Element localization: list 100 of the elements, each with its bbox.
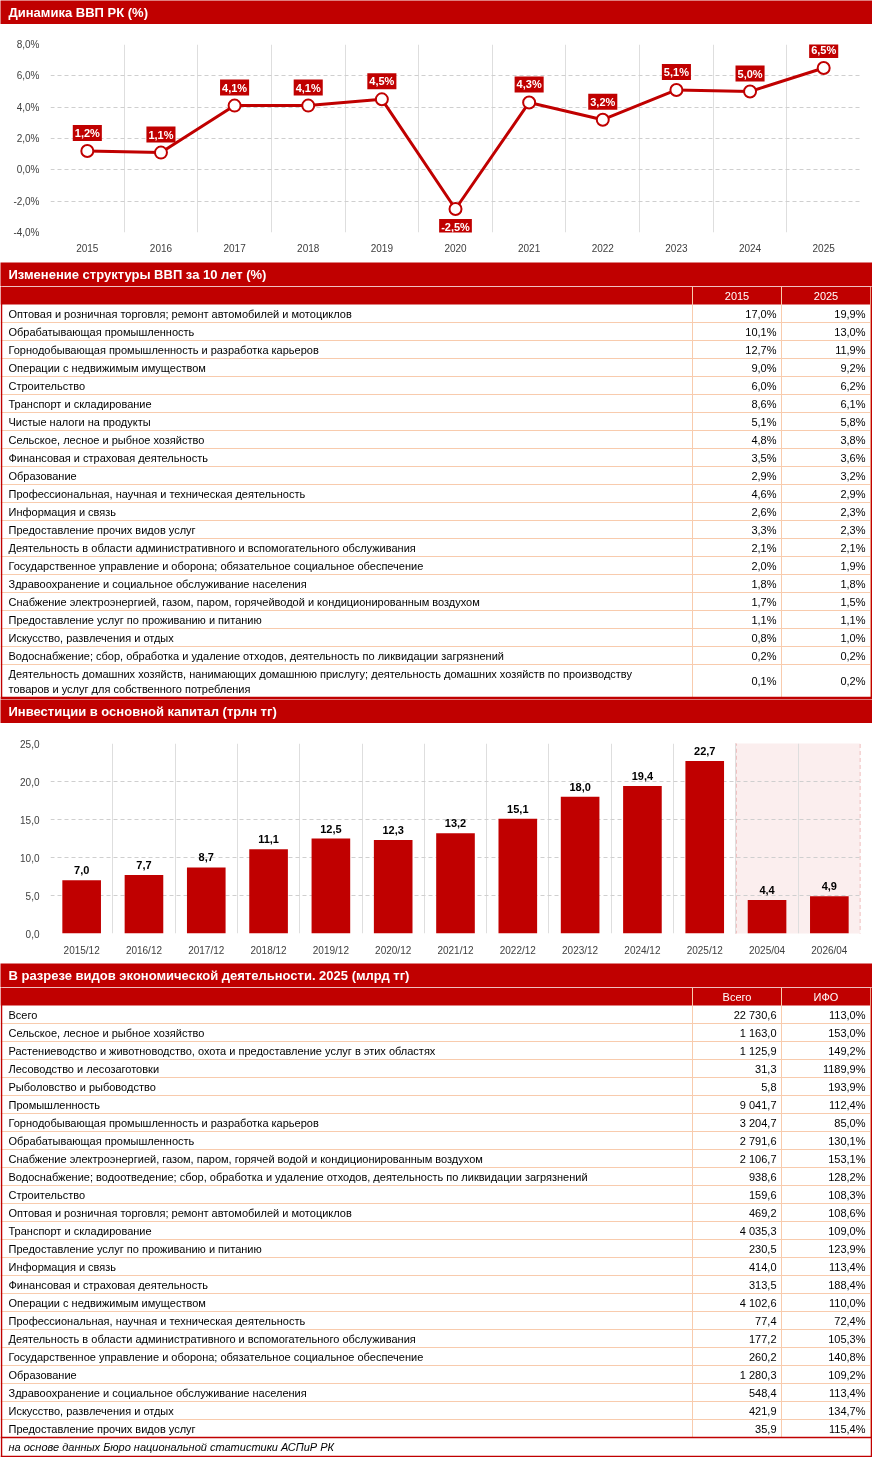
category-label: Образование xyxy=(8,1368,77,1381)
data-label: 421,9 xyxy=(748,1404,777,1417)
category-label: Деятельность домашних хозяйств, нанимающих домашнюю прислугу; деятельность домашних хозяйств по производству товаров и услуг для собственного потребления xyxy=(8,667,633,695)
category-label: Промышленность xyxy=(8,1098,101,1111)
category-label: Сельское, лесное и рыбное хозяйство xyxy=(8,1026,205,1039)
x-tick-label: 2018 xyxy=(297,242,320,254)
data-label: 7,7 xyxy=(136,858,152,871)
point xyxy=(153,145,168,160)
category-label: Обрабатывающая промышленность xyxy=(8,1134,195,1147)
data-label: 113,0% xyxy=(829,1008,866,1021)
data-label: 4 035,3 xyxy=(739,1224,777,1237)
x-tick-label: 2016 xyxy=(149,242,173,254)
data-label: 1,1% xyxy=(751,613,777,626)
bar xyxy=(249,849,288,934)
data-label: 6,2% xyxy=(840,379,866,392)
data-label: 109,0% xyxy=(828,1224,866,1237)
data-label: 128,2% xyxy=(828,1170,866,1183)
data-label: 6,0% xyxy=(751,379,777,392)
bar xyxy=(560,796,600,934)
data-label: 2 106,7 xyxy=(739,1152,777,1165)
y-tick-label: 8,0% xyxy=(16,39,40,50)
data-label: 193,9% xyxy=(828,1080,866,1093)
data-label: 260,2 xyxy=(748,1350,777,1363)
data-label: 9,2% xyxy=(840,361,866,374)
data-label: 10,1% xyxy=(745,325,777,338)
x-tick-label: 2019/12 xyxy=(312,944,350,956)
data-label: 8,7 xyxy=(198,851,214,864)
y-tick-label: 0,0% xyxy=(16,164,40,176)
category-label: Предоставление прочих видов услуг xyxy=(8,1422,196,1435)
data-label: 0,2% xyxy=(840,675,866,687)
x-tick-label: 2026/04 xyxy=(811,944,848,956)
data-label: 938,6 xyxy=(748,1170,777,1183)
data-label: 159,6 xyxy=(748,1188,777,1201)
data-label: 17,0% xyxy=(745,307,777,320)
chart-title: Инвестиции в основной капитал (трлн тг) xyxy=(8,704,277,719)
data-label: 4,9 xyxy=(821,880,837,893)
category-label: Всего xyxy=(8,1008,38,1021)
data-label: 11,1 xyxy=(258,833,279,846)
category-label: Здравоохранение и социальное обслуживание населения xyxy=(8,1386,307,1399)
data-label: 4,4 xyxy=(759,884,776,897)
data-label: 5,1% xyxy=(751,415,777,428)
data-label: 12,5 xyxy=(320,822,342,835)
data-label: 108,3% xyxy=(828,1188,866,1201)
bar xyxy=(62,880,101,934)
data-label: 3,6% xyxy=(840,451,866,464)
bar xyxy=(685,760,725,934)
point xyxy=(80,144,95,159)
data-label: 108,6% xyxy=(828,1206,866,1219)
category-label: Сельское, лесное и рыбное хозяйство xyxy=(8,433,205,446)
data-label: 1,1% xyxy=(840,613,866,626)
data-label: 1,0% xyxy=(840,631,866,644)
chart-title: Динамика ВВП РК (%) xyxy=(8,5,148,20)
data-label: 4,1% xyxy=(222,81,248,94)
data-label: 0,2% xyxy=(840,649,866,662)
data-label: 105,3% xyxy=(828,1332,866,1345)
bar xyxy=(373,840,413,934)
data-label: 1,7% xyxy=(751,595,777,608)
data-label: -2,5% xyxy=(441,221,471,233)
point xyxy=(522,95,537,110)
x-tick-label: 2022/12 xyxy=(499,944,537,956)
category-label: Операции с недвижимым имуществом xyxy=(8,361,206,374)
category-label: Информация и связь xyxy=(8,505,117,518)
x-tick-label: 2021/12 xyxy=(437,944,475,956)
category-label: Рыболовство и рыбоводство xyxy=(8,1080,156,1093)
data-label: 11,9% xyxy=(835,343,866,356)
point xyxy=(301,98,316,113)
category-label: Снабжение электроэнергией, газом, паром, горячей водой и кондиционированным воздухом xyxy=(8,1152,483,1165)
x-tick-label: 2019 xyxy=(370,242,394,254)
data-label: 3,3% xyxy=(751,523,777,536)
point xyxy=(448,202,463,216)
y-tick-label: 6,0% xyxy=(16,70,40,82)
data-label: 2,6% xyxy=(751,505,777,518)
x-tick-label: 2020 xyxy=(444,242,468,254)
data-label: 6,1% xyxy=(840,397,866,410)
x-tick-label: 2015/12 xyxy=(63,944,101,956)
x-tick-label: 2023 xyxy=(665,242,688,254)
y-tick-label: 10,0 xyxy=(20,852,40,864)
x-tick-label: 2017/12 xyxy=(188,944,225,956)
data-label: 2,9% xyxy=(840,487,866,500)
category-label: Искусство, развлечения и отдых xyxy=(8,631,175,644)
y-tick-label: -4,0% xyxy=(13,227,40,238)
x-tick-label: 2024 xyxy=(738,242,762,254)
text: В разрезе видов экономической деятельности. 2025 (млрд тг) xyxy=(8,968,410,983)
series-label: Всего xyxy=(722,990,752,1003)
data-label: 4,8% xyxy=(751,433,777,446)
category-label: Профессиональная, научная и техническая деятельность xyxy=(8,1314,306,1327)
data-label: 112,4% xyxy=(829,1098,866,1111)
category-label: Транспорт и складирование xyxy=(8,1224,152,1237)
data-label: 0,2% xyxy=(751,649,777,662)
y-tick-label: -2,0% xyxy=(13,195,40,207)
data-label: 0,8% xyxy=(751,631,777,644)
data-label: 19,4 xyxy=(631,770,655,783)
category-label: Водоснабжение; сбор, обработка и удаление отходов, деятельность по ликвидации загрязнений xyxy=(8,649,504,662)
category-label: Горнодобывающая промышленность и разработка карьеров xyxy=(8,343,319,356)
x-tick-label: 2016/12 xyxy=(125,944,163,956)
data-label: 1,8% xyxy=(751,577,777,590)
data-label: 2 791,6 xyxy=(739,1134,777,1147)
data-label: 109,2% xyxy=(828,1368,866,1381)
category-label: Снабжение электроэнергией, газом, паром, горячейводой и кондиционированным воздухом xyxy=(8,595,480,608)
y-tick-label: 15,0 xyxy=(20,814,40,826)
